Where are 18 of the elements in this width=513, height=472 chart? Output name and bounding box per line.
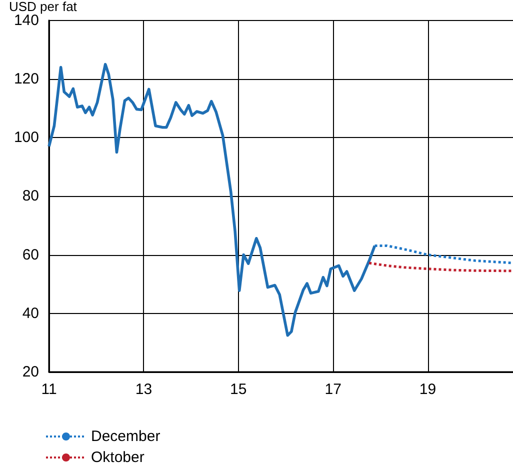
y-tick-label: 80 (22, 188, 39, 205)
x-tick-label: 13 (135, 381, 152, 398)
x-tick-label: 17 (324, 381, 342, 398)
y-tick-label: 20 (22, 364, 39, 380)
x-tick-label: 15 (230, 381, 247, 398)
y-tick-label: 60 (22, 246, 39, 264)
legend-label: Oktober (91, 449, 144, 466)
y-tick-label: 100 (14, 129, 39, 146)
line-series (373, 244, 513, 264)
y-tick-label: 40 (22, 304, 39, 322)
x-tick-label: 11 (41, 381, 57, 398)
y-axis-title: USD per fat (9, 0, 78, 14)
x-tick-label: 19 (419, 381, 436, 398)
y-tick-label: 140 (14, 12, 39, 29)
line-series (48, 62, 376, 337)
y-tick-label: 120 (14, 70, 39, 88)
legend-label: December (91, 428, 160, 445)
line-series (368, 262, 513, 272)
